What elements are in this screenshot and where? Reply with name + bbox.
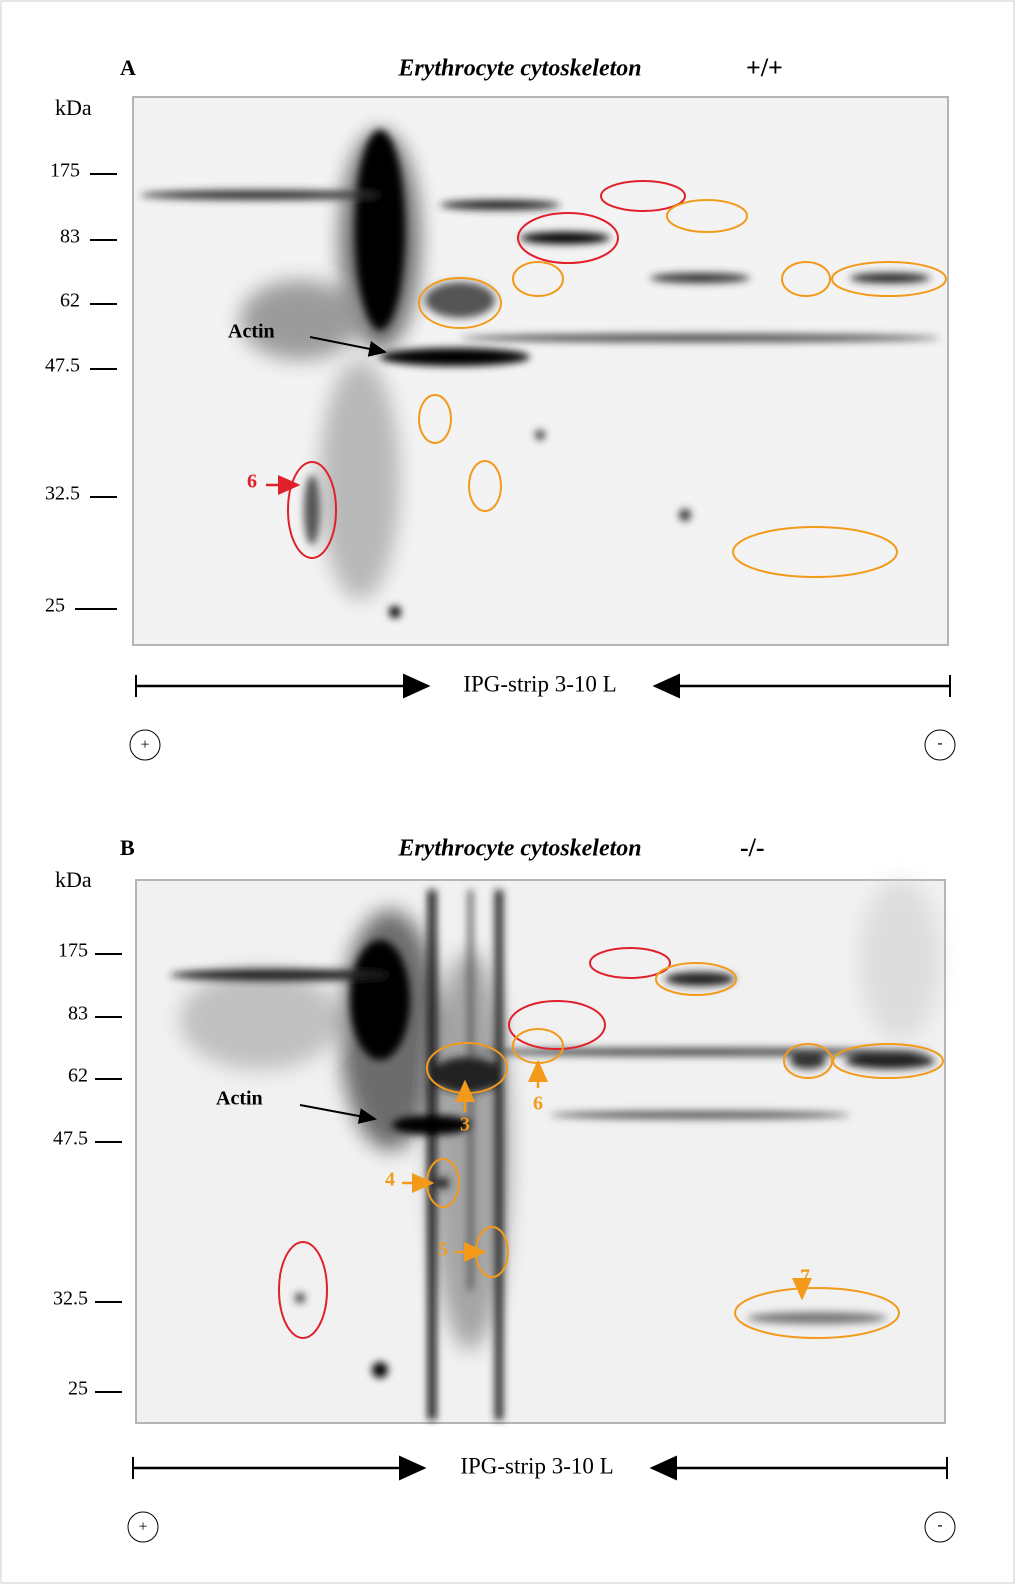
axis-unit: kDa	[55, 95, 92, 120]
marker-label: 32.5	[45, 483, 80, 505]
marker-label: 83	[68, 1003, 88, 1025]
cathode-label: -	[937, 1517, 942, 1534]
spot-label: 6	[247, 471, 257, 493]
panel-b: B Erythrocyte cytoskeleton -/- kDa	[53, 833, 956, 1543]
strip-label: IPG-strip 3-10 L	[463, 671, 616, 696]
marker-label: 32.5	[53, 1288, 88, 1310]
anode-label: +	[138, 1519, 147, 1536]
mw-markers: 175 83 62 47.5 32.5 25	[45, 160, 117, 617]
spot-label: 3	[460, 1114, 470, 1136]
cathode-circle	[924, 729, 956, 761]
cathode-circle	[924, 1511, 956, 1543]
genotype: +/+	[746, 53, 783, 82]
spot-label: 5	[438, 1239, 448, 1261]
mw-markers: 175 83 62 47.5 32.5 25	[53, 940, 122, 1400]
panel-title: Erythrocyte cytoskeleton	[397, 836, 641, 862]
marker-label: 25	[68, 1378, 88, 1400]
panel-label: A	[120, 55, 136, 80]
cathode-label: -	[937, 735, 942, 752]
spot-circles	[287, 180, 947, 578]
marker-label: 47.5	[53, 1128, 88, 1150]
genotype: -/-	[740, 833, 765, 862]
strip-label: IPG-strip 3-10 L	[460, 1453, 613, 1478]
panel-label: B	[120, 835, 135, 860]
ipg-strip: IPG-strip 3-10 L	[135, 671, 951, 699]
anode-label: +	[140, 737, 149, 754]
anode-circle	[127, 1511, 159, 1543]
marker-label: 83	[60, 226, 80, 248]
marker-label: 62	[68, 1065, 88, 1087]
axis-unit: kDa	[55, 867, 92, 892]
ipg-strip: IPG-strip 3-10 L	[132, 1453, 948, 1481]
actin-label: Actin	[216, 1088, 263, 1110]
marker-label: 25	[45, 595, 65, 617]
gel-image	[132, 96, 949, 646]
marker-label: 62	[60, 290, 80, 312]
marker-label: 175	[50, 160, 80, 182]
panel-a: A Erythrocyte cytoskeleton +/+ kDa	[45, 53, 956, 761]
panel-title: Erythrocyte cytoskeleton	[397, 56, 641, 82]
gel-image	[135, 879, 946, 1424]
spot-label: 7	[800, 1266, 810, 1288]
marker-label: 175	[58, 940, 88, 962]
anode-circle	[129, 729, 161, 761]
spot-circles	[278, 947, 944, 1339]
marker-label: 47.5	[45, 355, 80, 377]
spot-label: 6	[533, 1093, 543, 1115]
spot-label: 4	[385, 1169, 395, 1191]
actin-label: Actin	[228, 321, 275, 343]
